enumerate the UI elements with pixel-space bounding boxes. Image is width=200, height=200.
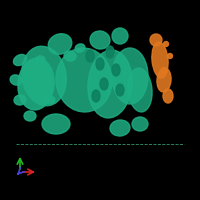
Ellipse shape — [35, 56, 45, 64]
Ellipse shape — [86, 50, 94, 62]
Ellipse shape — [14, 95, 26, 105]
Ellipse shape — [163, 89, 173, 103]
Ellipse shape — [157, 68, 171, 92]
Ellipse shape — [112, 28, 128, 44]
Ellipse shape — [128, 68, 152, 112]
Ellipse shape — [110, 120, 130, 136]
Ellipse shape — [150, 34, 162, 46]
Ellipse shape — [22, 46, 66, 106]
Ellipse shape — [152, 42, 168, 78]
Ellipse shape — [100, 78, 108, 90]
Ellipse shape — [132, 117, 148, 131]
Ellipse shape — [92, 90, 100, 102]
Ellipse shape — [48, 34, 72, 54]
Ellipse shape — [164, 42, 168, 46]
Ellipse shape — [88, 50, 132, 118]
Ellipse shape — [13, 54, 27, 66]
Ellipse shape — [112, 64, 120, 76]
Ellipse shape — [18, 58, 54, 110]
Ellipse shape — [90, 31, 110, 49]
Ellipse shape — [168, 53, 172, 58]
Ellipse shape — [116, 84, 124, 96]
Ellipse shape — [64, 51, 76, 61]
Ellipse shape — [45, 96, 55, 104]
Ellipse shape — [24, 111, 36, 121]
Ellipse shape — [96, 58, 104, 70]
Ellipse shape — [112, 48, 148, 104]
Ellipse shape — [42, 114, 70, 134]
Ellipse shape — [106, 46, 114, 58]
Ellipse shape — [56, 48, 112, 112]
Ellipse shape — [162, 68, 166, 72]
Ellipse shape — [75, 44, 85, 52]
Ellipse shape — [10, 75, 22, 85]
